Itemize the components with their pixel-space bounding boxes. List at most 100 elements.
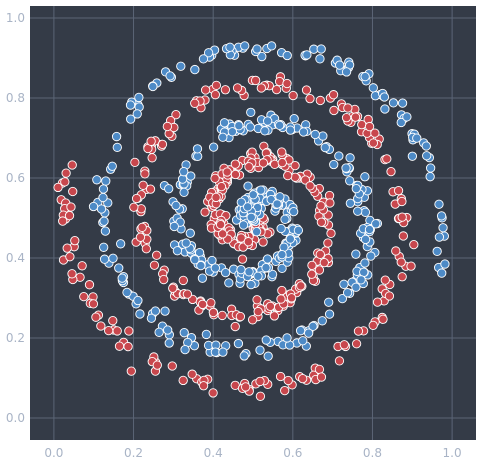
data-point (108, 253, 118, 263)
data-point (123, 341, 133, 352)
data-point (112, 142, 122, 153)
data-point (316, 372, 327, 382)
data-point (154, 327, 164, 337)
data-point (164, 184, 174, 194)
data-point (298, 373, 308, 384)
data-point (314, 265, 325, 275)
data-point (339, 340, 349, 350)
data-point (436, 211, 447, 221)
data-point (163, 325, 173, 335)
series-2 (88, 41, 450, 361)
data-point (190, 255, 200, 265)
data-point (351, 249, 361, 259)
data-point (124, 326, 134, 336)
data-point (345, 153, 355, 163)
data-point (244, 162, 254, 172)
data-point (315, 54, 325, 64)
data-point (397, 196, 407, 207)
data-point (171, 110, 181, 120)
data-point (272, 199, 282, 209)
data-point (370, 128, 380, 138)
data-point (112, 326, 122, 336)
data-point (334, 151, 344, 161)
data-point (396, 117, 406, 128)
y-tick-label: 1.0 (6, 11, 25, 25)
data-point (274, 120, 285, 131)
data-point (255, 376, 265, 387)
data-point (277, 147, 287, 157)
data-point (308, 321, 318, 331)
data-point (234, 121, 244, 131)
data-point (243, 181, 253, 191)
data-point (235, 311, 246, 322)
data-point (432, 246, 442, 256)
data-point (126, 114, 136, 124)
data-point (341, 163, 351, 173)
data-point (232, 83, 243, 93)
data-point (230, 159, 240, 169)
data-point (265, 301, 276, 311)
data-point (198, 381, 209, 391)
data-point (269, 311, 280, 321)
data-point (201, 329, 212, 340)
data-point (425, 163, 436, 173)
data-point (219, 118, 230, 128)
data-point (246, 279, 256, 290)
data-point (210, 173, 220, 184)
data-point (98, 184, 109, 194)
data-point (99, 254, 110, 264)
data-point (351, 339, 362, 349)
data-point (406, 261, 416, 271)
data-point (208, 142, 219, 152)
data-point (146, 313, 157, 323)
data-point (345, 198, 356, 208)
data-point (140, 169, 150, 179)
data-point (236, 233, 246, 243)
data-point (66, 202, 76, 212)
data-point (187, 369, 197, 379)
data-point (91, 312, 101, 322)
data-point (368, 320, 378, 331)
data-point (131, 193, 142, 204)
data-point (282, 50, 292, 61)
data-point (323, 238, 333, 248)
data-point (326, 228, 336, 238)
data-point (172, 246, 183, 256)
y-tick-label: 0.4 (6, 251, 25, 265)
data-point (422, 151, 432, 161)
data-point (353, 206, 363, 216)
data-point (244, 267, 254, 277)
data-point (186, 171, 196, 181)
data-point (337, 293, 348, 304)
data-point (364, 224, 375, 235)
data-point (180, 344, 190, 355)
data-point (282, 333, 292, 343)
data-point (412, 133, 422, 143)
data-point (225, 42, 235, 52)
data-point (243, 237, 254, 247)
data-point (135, 232, 146, 242)
data-point (215, 219, 226, 230)
data-point (353, 326, 364, 336)
data-point (67, 269, 77, 279)
data-point (160, 306, 170, 316)
data-point (227, 127, 238, 137)
data-point (277, 263, 287, 274)
data-point (197, 299, 208, 309)
data-point (250, 75, 261, 86)
data-point (253, 271, 263, 281)
data-point (324, 309, 335, 319)
data-point (260, 126, 270, 136)
data-point (386, 166, 396, 177)
data-point (397, 98, 408, 108)
y-tick-label: 0.8 (6, 91, 25, 105)
data-point (277, 285, 287, 296)
data-point (211, 80, 222, 91)
data-point (65, 252, 75, 262)
data-point (68, 186, 78, 197)
data-point (58, 216, 68, 226)
data-point (178, 275, 188, 286)
data-point (60, 177, 70, 187)
data-point (298, 336, 308, 346)
